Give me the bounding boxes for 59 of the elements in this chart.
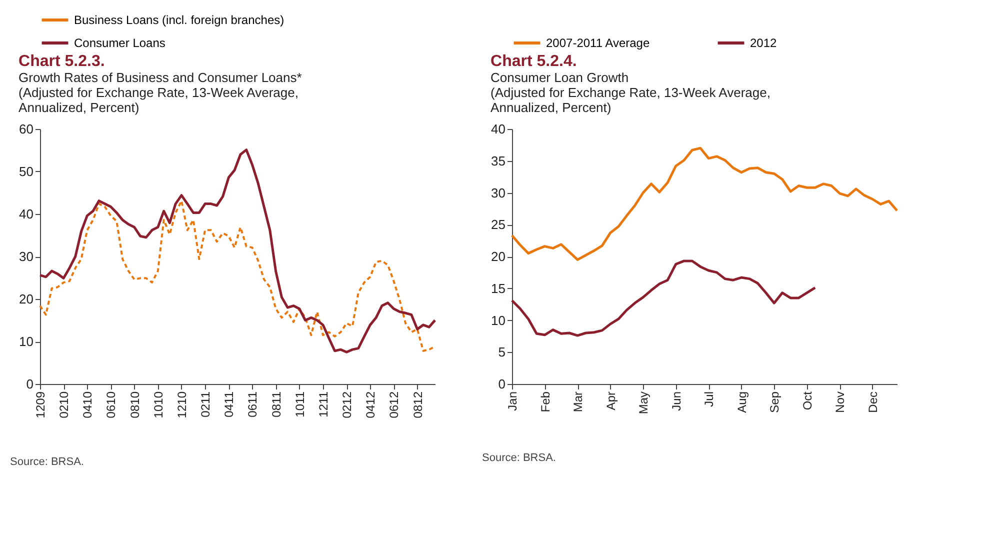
source-note: Source: BRSA.	[10, 456, 84, 468]
legend-label: Consumer Loans	[74, 36, 166, 50]
x-tick-label: 0411	[222, 391, 236, 418]
line-series	[510, 260, 816, 337]
x-tick-label: 0810	[128, 391, 142, 418]
y-tick-label: 0	[26, 376, 34, 392]
x-tick-label: 0610	[104, 391, 118, 418]
y-tick-label: 20	[491, 249, 506, 264]
x-tick-label: Nov	[833, 392, 848, 413]
y-tick-label: 40	[491, 122, 506, 136]
x-tick-label: 1211	[316, 391, 330, 418]
x-tick-label: 1210	[174, 391, 189, 418]
x-tick-label: Aug	[734, 392, 749, 413]
x-tick-label: Mar	[571, 392, 586, 412]
y-tick-label: 0	[498, 376, 506, 392]
x-tick-label: 0210	[57, 391, 72, 418]
x-tick-label: 1209	[34, 391, 48, 418]
x-tick-label: 0211	[198, 391, 213, 418]
legend-label: Business Loans (incl. foreign branches)	[74, 13, 284, 27]
y-tick-label: 5	[498, 344, 506, 360]
x-tick-label: 0212	[340, 391, 354, 418]
y-tick-label: 15	[491, 280, 506, 296]
chart-subtitle: Consumer Loan Growth (Adjusted for Exchange Rate, 13-Week Average, Annualized, Percent)	[490, 70, 770, 115]
x-tick-label: 0811	[269, 391, 284, 418]
x-tick-label: Dec	[866, 392, 880, 413]
y-tick-label: 30	[491, 185, 506, 200]
y-tick-label: 10	[491, 312, 506, 328]
legend-label: 2007-2011 Average	[546, 36, 650, 50]
x-tick-label: 0612	[387, 391, 402, 418]
x-tick-label: 0410	[80, 391, 95, 418]
x-tick-label: 1011	[292, 391, 307, 418]
y-tick-label: 10	[19, 334, 34, 349]
y-tick-label: 35	[491, 153, 506, 168]
y-tick-label: 60	[19, 122, 34, 136]
chart-title: Chart 5.2.4.	[490, 53, 577, 70]
y-tick-label: 30	[19, 249, 34, 264]
x-tick-label: Sep	[768, 391, 782, 413]
x-tick-label: 0812	[410, 391, 425, 418]
x-tick-label: May	[636, 392, 651, 414]
x-tick-label: Jan	[506, 392, 520, 411]
y-tick-label: 50	[19, 164, 34, 179]
x-tick-label: Feb	[538, 391, 552, 412]
legend-label: 2012	[750, 36, 778, 50]
chart-subtitle: Growth Rates of Business and Consumer Loans* (Adjusted for Exchange Rate, 13-Week Average, Annualized, Percent)	[18, 70, 302, 115]
x-tick-label: Oct	[800, 390, 814, 410]
line-series	[510, 146, 898, 261]
chart-title: Chart 5.2.3.	[18, 53, 105, 70]
y-tick-label: 20	[19, 292, 34, 306]
x-tick-label: Jun	[669, 392, 684, 411]
source-note: Source: BRSA.	[482, 452, 556, 464]
y-tick-label: 40	[19, 206, 34, 222]
y-tick-label: 25	[491, 217, 506, 232]
x-tick-label: 0611	[246, 391, 260, 418]
line-series	[38, 148, 436, 354]
x-tick-label: Apr	[604, 392, 618, 410]
x-tick-label: 0412	[364, 391, 378, 418]
x-tick-label: Jul	[702, 392, 716, 407]
line-series	[39, 200, 436, 352]
x-tick-label: 1010	[151, 391, 166, 418]
